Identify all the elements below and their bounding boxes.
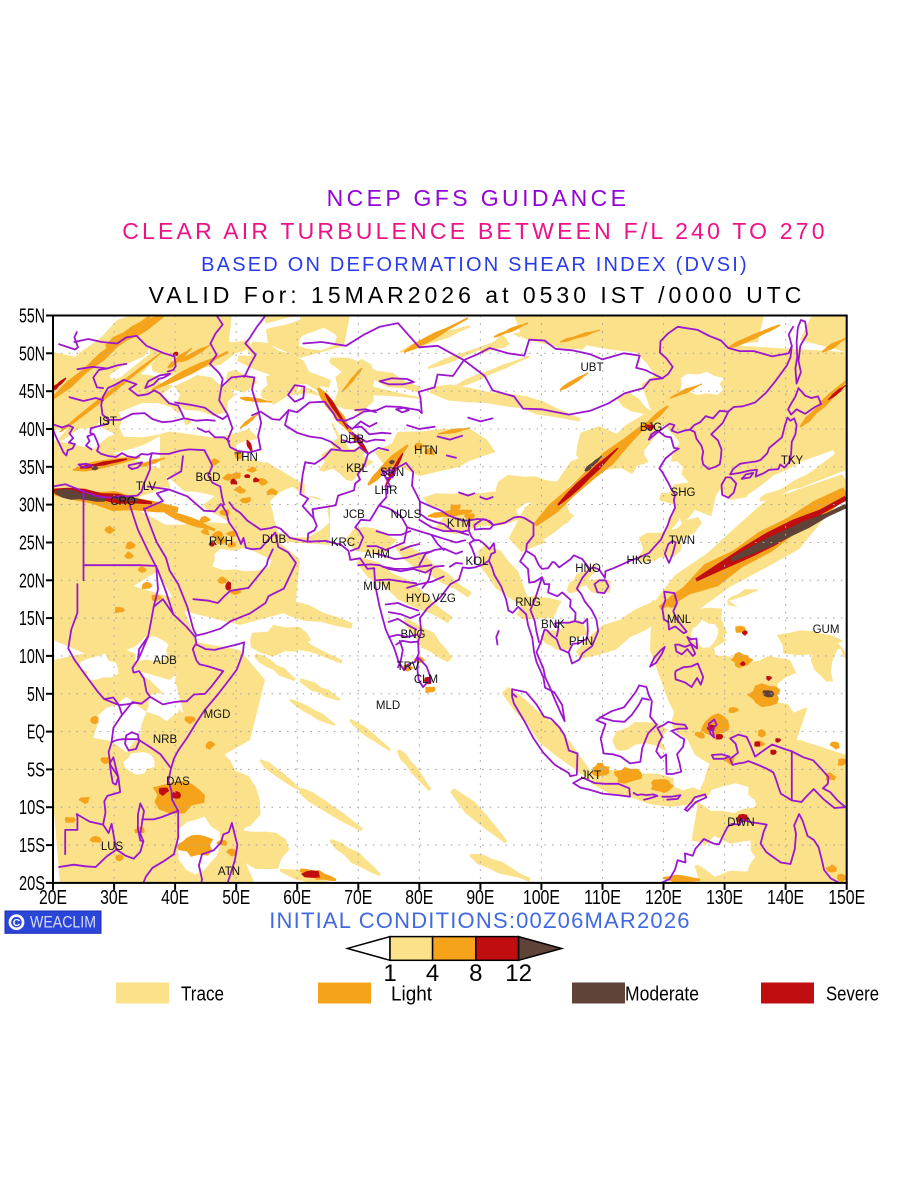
svg-text:LUS: LUS [101, 841, 124, 853]
svg-text:10N: 10N [19, 646, 45, 668]
svg-text:GUM: GUM [813, 624, 840, 636]
svg-text:20S: 20S [19, 873, 45, 895]
svg-text:IST: IST [99, 416, 117, 428]
svg-text:DUB: DUB [262, 534, 287, 546]
svg-text:HYD: HYD [406, 593, 430, 605]
svg-text:THN: THN [234, 452, 258, 464]
svg-text:80E: 80E [405, 887, 433, 909]
svg-text:CLEAR AIR TURBULENCE BETWEEN F: CLEAR AIR TURBULENCE BETWEEN F/L 240 TO … [122, 218, 828, 244]
svg-text:RNG: RNG [515, 597, 541, 609]
svg-text:5N: 5N [27, 684, 45, 706]
svg-text:INITIAL CONDITIONS:00Z06MAR202: INITIAL CONDITIONS:00Z06MAR2026 [269, 908, 691, 933]
svg-text:LHR: LHR [374, 485, 397, 497]
svg-text:Trace: Trace [181, 984, 224, 1006]
svg-text:Moderate: Moderate [625, 984, 699, 1006]
svg-text:55N: 55N [19, 306, 45, 328]
svg-text:5S: 5S [27, 759, 45, 781]
svg-text:NRB: NRB [153, 734, 178, 746]
svg-text:KTM: KTM [447, 518, 471, 530]
svg-text:MNL: MNL [667, 614, 692, 626]
svg-text:30E: 30E [100, 887, 128, 909]
svg-text:PHN: PHN [569, 636, 593, 648]
svg-text:NCEP GFS GUIDANCE: NCEP GFS GUIDANCE [327, 185, 630, 211]
svg-text:KRC: KRC [331, 537, 355, 549]
svg-text:AHM: AHM [364, 549, 390, 561]
svg-text:CLM: CLM [414, 674, 438, 686]
svg-text:HTN: HTN [414, 445, 438, 457]
svg-text:50E: 50E [222, 887, 250, 909]
svg-text:45N: 45N [19, 381, 45, 403]
svg-text:SRN: SRN [380, 467, 404, 479]
svg-text:70E: 70E [344, 887, 372, 909]
svg-text:120E: 120E [645, 887, 682, 909]
svg-text:BGD: BGD [196, 472, 221, 484]
svg-text:Severe: Severe [826, 984, 879, 1006]
svg-text:BASED ON DEFORMATION SHEAR IND: BASED ON DEFORMATION SHEAR INDEX (DVSI) [201, 254, 749, 276]
svg-text:NDLS: NDLS [391, 509, 422, 521]
svg-text:Light: Light [391, 984, 432, 1006]
svg-text:100E: 100E [523, 887, 560, 909]
svg-text:JKT: JKT [581, 770, 601, 782]
svg-text:25N: 25N [19, 533, 45, 555]
svg-text:RYH: RYH [209, 536, 233, 548]
svg-text:15N: 15N [19, 608, 45, 630]
svg-text:MGD: MGD [204, 709, 231, 721]
svg-text:VALID For: 15MAR2026 at 0530 I: VALID For: 15MAR2026 at 0530 IST /0000 U… [149, 282, 806, 308]
svg-text:150E: 150E [828, 887, 865, 909]
svg-text:VZG: VZG [432, 593, 456, 605]
svg-text:CRO: CRO [110, 496, 136, 508]
svg-text:TLV: TLV [136, 481, 157, 493]
svg-text:WEACLIM: WEACLIM [30, 913, 96, 932]
svg-text:TWN: TWN [669, 535, 695, 547]
svg-text:BNG: BNG [401, 629, 426, 641]
svg-text:130E: 130E [706, 887, 743, 909]
svg-text:KBL: KBL [346, 463, 368, 475]
svg-text:SHG: SHG [671, 487, 696, 499]
svg-text:DWN: DWN [727, 817, 754, 829]
svg-text:50N: 50N [19, 343, 45, 365]
svg-text:BNK: BNK [541, 619, 565, 631]
svg-text:60E: 60E [283, 887, 311, 909]
svg-text:HNO: HNO [575, 563, 601, 575]
svg-text:90E: 90E [466, 887, 494, 909]
svg-text:HKG: HKG [627, 555, 652, 567]
svg-text:35N: 35N [19, 457, 45, 479]
svg-text:ADB: ADB [153, 655, 177, 667]
svg-text:TRV: TRV [397, 661, 420, 673]
svg-text:DAS: DAS [166, 776, 190, 788]
svg-text:1: 1 [383, 960, 396, 987]
svg-text:30N: 30N [19, 495, 45, 517]
svg-text:JCB: JCB [343, 509, 365, 521]
svg-text:C: C [13, 917, 21, 929]
svg-text:20N: 20N [19, 570, 45, 592]
svg-text:110E: 110E [584, 887, 621, 909]
svg-text:40E: 40E [161, 887, 189, 909]
svg-text:KOL: KOL [465, 556, 489, 568]
svg-text:ATN: ATN [218, 866, 240, 878]
svg-text:10S: 10S [19, 797, 45, 819]
svg-text:8: 8 [469, 960, 482, 987]
svg-text:20E: 20E [39, 887, 67, 909]
svg-text:MLD: MLD [376, 700, 400, 712]
svg-text:140E: 140E [767, 887, 804, 909]
svg-text:DHB: DHB [340, 434, 365, 446]
svg-text:40N: 40N [19, 419, 45, 441]
svg-text:MUM: MUM [363, 581, 390, 593]
svg-text:4: 4 [426, 960, 439, 987]
svg-text:EQ: EQ [27, 722, 45, 744]
svg-text:UBT: UBT [581, 362, 604, 374]
svg-text:15S: 15S [19, 835, 45, 857]
svg-text:BJG: BJG [640, 422, 662, 434]
svg-text:TKY: TKY [781, 455, 804, 467]
svg-text:12: 12 [505, 960, 532, 987]
